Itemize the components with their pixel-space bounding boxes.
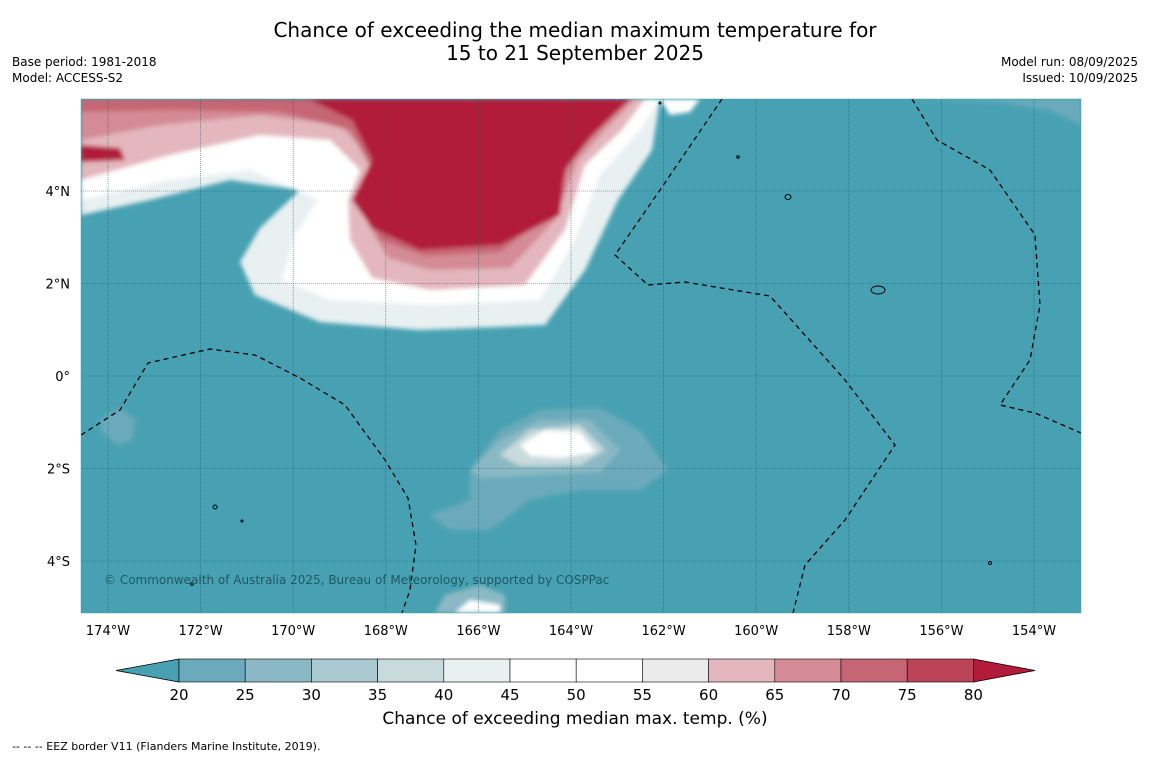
colorbar-segment [443, 658, 511, 683]
lat-tick-label: 2°N [46, 278, 71, 293]
lat-tick-label: 4°S [47, 555, 70, 570]
colorbar-segment [642, 658, 709, 683]
colorbar-label: Chance of exceeding median max. temp. (%… [382, 709, 768, 729]
lon-tick-label: 166°W [456, 624, 500, 639]
eez-border-west-upper [81, 348, 417, 613]
issued-text: Issued: 10/09/2025 [1022, 71, 1138, 85]
colorbar-tick-label: 45 [500, 686, 519, 704]
lat-tick-label: 0° [55, 370, 70, 385]
island-kiritimati [870, 285, 886, 295]
graticule-lines [81, 99, 1081, 613]
colorbar-tick-label: 20 [169, 686, 188, 704]
colorbar-segment [906, 658, 974, 683]
lon-tick-label: 172°W [179, 624, 223, 639]
colorbar-segment [311, 658, 378, 683]
eez-border-line-islands [614, 99, 896, 613]
island-small-6 [190, 582, 194, 586]
lon-tick-label: 154°W [1012, 624, 1056, 639]
colorbar-segment [244, 658, 312, 683]
eez-borders [81, 99, 1081, 613]
anomaly-blob-center [100, 408, 668, 613]
colorbar-segment [377, 658, 445, 683]
lat-tick-label: 2°S [47, 463, 70, 478]
colorbar-segment [178, 658, 246, 683]
model-run-text: Model run: 08/09/2025 [1000, 55, 1138, 69]
map-frame [80, 98, 1082, 614]
title-line-1: Chance of exceeding the median maximum t… [273, 18, 877, 42]
colorbar-tick-label: 70 [831, 686, 850, 704]
colorbar-tick-label: 40 [434, 686, 453, 704]
lon-tick-label: 162°W [642, 624, 686, 639]
colorbar-segment [840, 658, 908, 683]
lat-tick-label: 4°N [46, 185, 71, 200]
copyright-notice: © Commonwealth of Australia 2025, Bureau… [104, 573, 609, 587]
map-title: Chance of exceeding the median maximum t… [0, 19, 1150, 65]
lon-tick-label: 156°W [919, 624, 963, 639]
meta-right: Model run: 08/09/2025 Issued: 10/09/2025 [1001, 54, 1138, 86]
warm-anomaly-north [81, 99, 1081, 330]
colorbar-segment [774, 658, 842, 683]
colorbar-tick-label: 75 [898, 686, 917, 704]
lon-tick-label: 170°W [271, 624, 315, 639]
island-small-5 [658, 101, 662, 105]
colorbar-segment [575, 658, 643, 683]
colorbar-tick-label: 55 [633, 686, 652, 704]
colorbar-tick-label: 50 [567, 686, 586, 704]
island-small-2 [212, 504, 218, 510]
island-small-4 [988, 561, 992, 565]
lon-tick-label: 160°W [734, 624, 778, 639]
colorbar-tick-label: 80 [964, 686, 983, 704]
base-period-text: Base period: 1981-2018 [12, 55, 157, 69]
colorbar-tick-label: 25 [236, 686, 255, 704]
map-area: © Commonwealth of Australia 2025, Bureau… [81, 99, 1081, 613]
lon-tick-label: 168°W [364, 624, 408, 639]
latitude-labels: 4°N 2°N 0° 2°S 4°S [46, 185, 71, 570]
colorbar-extend-low [115, 658, 180, 683]
island-small-3 [240, 519, 244, 523]
model-text: Model: ACCESS-S2 [12, 71, 124, 85]
lon-tick-label: 164°W [549, 624, 593, 639]
lon-tick-label: 174°W [86, 624, 130, 639]
islands [190, 101, 992, 586]
colorbar-tick-label: 30 [302, 686, 321, 704]
colorbar-extend-high [973, 658, 1036, 683]
island-tabuaeran [784, 194, 792, 200]
lon-tick-label: 158°W [827, 624, 871, 639]
title-line-2: 15 to 21 September 2025 [446, 41, 704, 65]
colorbar-segment [509, 658, 577, 683]
colorbar-tick-label: 60 [699, 686, 718, 704]
island-small-1 [736, 155, 740, 159]
colorbar-tick-label: 35 [368, 686, 387, 704]
meta-left: Base period: 1981-2018 Model: ACCESS-S2 [12, 54, 157, 86]
colorbar-segment [708, 658, 776, 683]
eez-footnote: -- -- -- EEZ border V11 (Flanders Marine… [12, 740, 321, 753]
colorbar-tick-label: 65 [765, 686, 784, 704]
longitude-labels: 174°W 172°W 170°W 168°W 166°W 164°W 162°W 160°W… [86, 624, 1056, 639]
colorbar: 20 25 30 35 40 45 50 55 60 65 70 75 80 [115, 658, 1036, 704]
